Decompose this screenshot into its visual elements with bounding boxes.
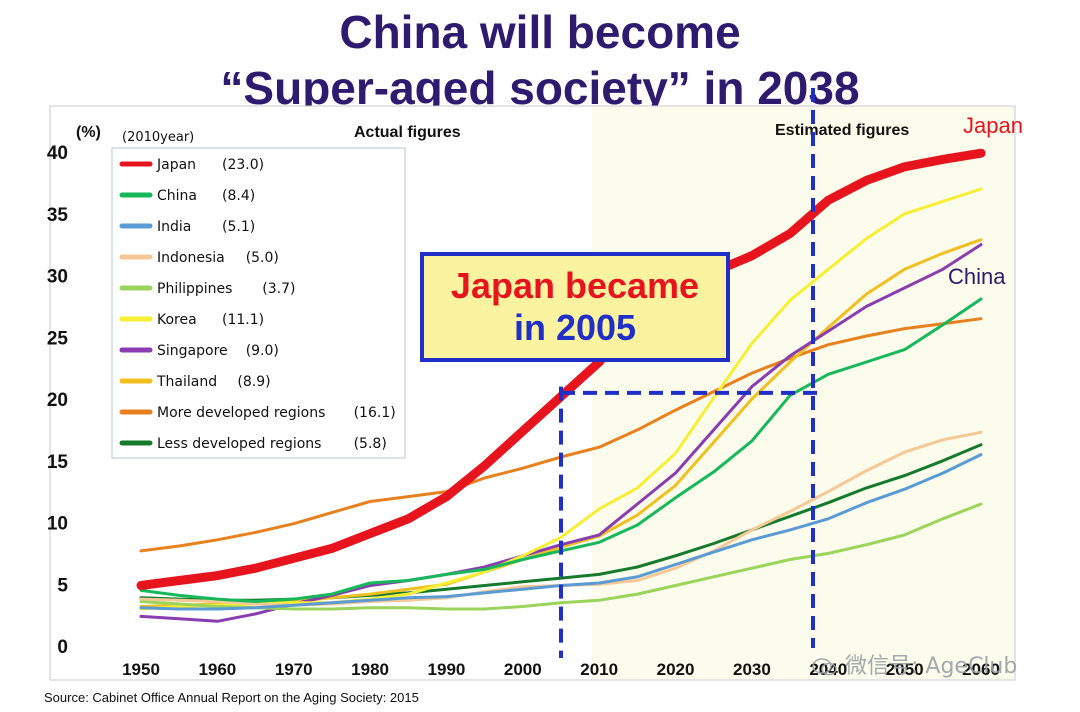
source-note: Source: Cabinet Office Annual Report on … — [44, 690, 419, 705]
callout-line1: Japan became — [450, 265, 700, 306]
x-tick-label: 2030 — [733, 660, 771, 679]
callout-japan-super-aged: Japan became in 2005 — [420, 252, 730, 362]
callout-line2: in 2005 — [513, 307, 637, 348]
slide-title: China will become “Super-aged society” i… — [0, 4, 1080, 116]
x-tick-label: 1990 — [428, 660, 466, 679]
china-end-label: China — [948, 264, 1006, 289]
wechat-icon — [812, 658, 837, 676]
legend-value: (8.9) — [237, 374, 270, 390]
x-tick-label: 1960 — [198, 660, 236, 679]
legend-label: Japan — [156, 157, 196, 173]
legend-title: (2010year) — [122, 130, 194, 145]
legend-label: Singapore — [157, 343, 228, 359]
legend-value: (5.1) — [222, 219, 255, 235]
legend-label: Less developed regions — [157, 436, 321, 452]
y-tick-label: 20 — [47, 390, 68, 411]
legend-label: Korea — [157, 312, 197, 328]
x-tick-label: 2000 — [504, 660, 542, 679]
x-tick-label: 1950 — [122, 660, 160, 679]
legend-value: (16.1) — [354, 405, 396, 421]
dashed-guides — [559, 88, 819, 658]
x-tick-label: 2060 — [962, 660, 1000, 679]
y-tick-label: 10 — [47, 514, 68, 535]
legend-box — [111, 147, 406, 459]
y-tick-label: 30 — [47, 267, 68, 288]
legend-label: More developed regions — [157, 405, 325, 421]
slide-title-line1: China will become — [339, 6, 741, 58]
y-tick-label: 0 — [57, 637, 68, 658]
section-labels: Actual figures Estimated figures (%) — [76, 122, 909, 141]
x-tick-label: 2050 — [886, 660, 924, 679]
estimated-figures-label: Estimated figures — [775, 122, 909, 139]
japan-end-label: Japan — [963, 113, 1023, 138]
y-tick-label: 40 — [47, 143, 68, 164]
y-tick-label: 25 — [47, 328, 69, 349]
legend-label: Indonesia — [157, 250, 225, 266]
actual-figures-label: Actual figures — [354, 124, 461, 141]
slide-title-line2: “Super-aged society” in 2038 — [220, 62, 860, 114]
legend-value: (23.0) — [222, 157, 264, 173]
legend-value: (3.7) — [262, 281, 295, 297]
x-tick-label: 2010 — [580, 660, 618, 679]
x-tick-label: 1980 — [351, 660, 389, 679]
x-tick-label: 2040 — [809, 660, 847, 679]
legend-value: (9.0) — [246, 343, 279, 359]
legend-value: (5.8) — [354, 436, 387, 452]
watermark-text: 微信号: AgeClub — [845, 654, 1018, 679]
legend: Japan (23.0) China (8.4) India (5.1) Indonesia… — [111, 147, 406, 459]
legend-value: (5.0) — [246, 250, 279, 266]
x-tick-label: 1970 — [275, 660, 313, 679]
y-unit-label: (%) — [76, 124, 101, 141]
y-tick-label: 15 — [47, 452, 69, 473]
legend-label: China — [157, 188, 197, 204]
axes: 0 5 10 15 20 25 30 35 40 1950 1960 1970 1980 1990 2000… — [47, 143, 1000, 679]
y-tick-label: 5 — [57, 575, 68, 596]
legend-value: (11.1) — [222, 312, 264, 328]
y-tick-label: 35 — [47, 205, 69, 226]
watermark: 微信号: AgeClub — [812, 648, 1048, 679]
series-line-korea — [139, 187, 983, 611]
legend-label: Philippines — [157, 281, 232, 297]
series-line-philippines — [139, 502, 983, 611]
x-tick-label: 2020 — [657, 660, 695, 679]
legend-value: (8.4) — [222, 188, 255, 204]
legend-label: Thailand — [156, 374, 217, 390]
legend-label: India — [157, 219, 191, 235]
